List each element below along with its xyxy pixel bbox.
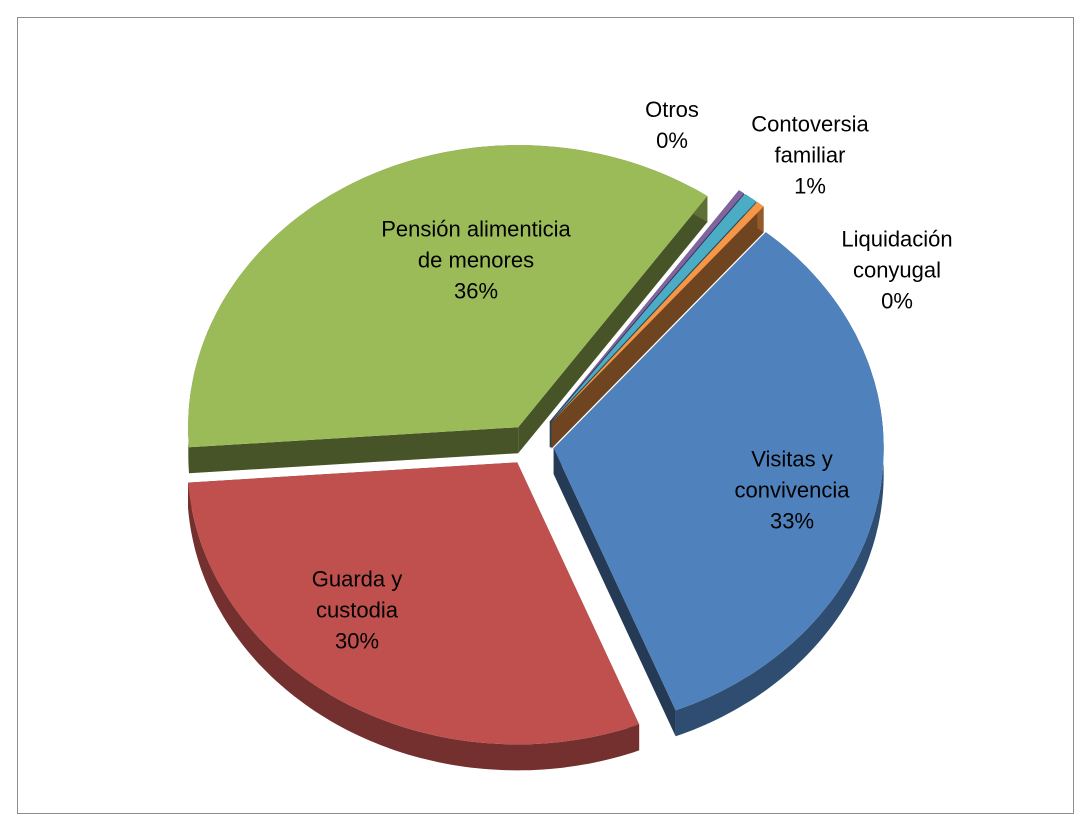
slice-label: Contoversia familiar 1% [730, 109, 890, 202]
value-label: 33% [769, 508, 815, 534]
slice-label: Visitas y convivencia 33% [712, 444, 872, 537]
category-name: Liquidación conyugal [841, 226, 953, 283]
category-name: Visitas y convivencia [734, 446, 850, 503]
slice [553, 232, 884, 711]
slice-side [188, 482, 640, 771]
category-name: Guarda y custodia [311, 566, 403, 623]
slice-label: Guarda y custodia 30% [287, 564, 427, 657]
value-label: 0% [656, 128, 688, 153]
slice [551, 202, 764, 423]
slice-side [189, 427, 519, 474]
slice [188, 462, 640, 745]
category-name: Contoversia familiar [751, 111, 869, 168]
category-name: Pensión alimenticia de menores [381, 216, 571, 273]
chart-frame [17, 17, 1074, 814]
value-label: 36% [453, 278, 499, 304]
slice-side [551, 206, 764, 449]
category-name: Otros [645, 97, 699, 122]
slice [549, 190, 744, 422]
slice [188, 145, 708, 448]
value-label: 0% [881, 288, 913, 314]
slice-label: Otros 0% [637, 94, 707, 156]
slice-label: Liquidación conyugal 0% [812, 224, 982, 317]
slice-side [518, 196, 708, 454]
slice-label: Pensión alimenticia de menores 36% [381, 214, 571, 307]
slice-side [675, 232, 884, 737]
slice-side [553, 448, 676, 737]
value-label: 1% [794, 173, 826, 199]
value-label: 30% [334, 628, 380, 654]
slice [550, 193, 757, 422]
